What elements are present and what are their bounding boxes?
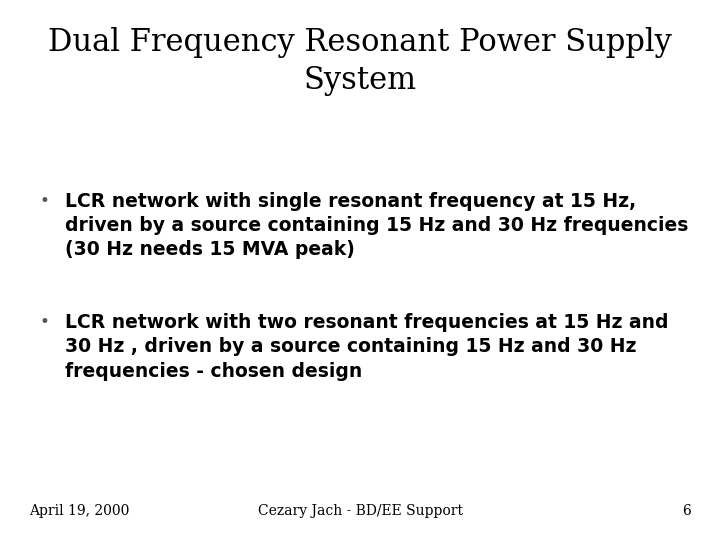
- Text: •: •: [40, 192, 50, 210]
- Text: LCR network with single resonant frequency at 15 Hz,
driven by a source containi: LCR network with single resonant frequen…: [65, 192, 688, 259]
- Text: •: •: [40, 313, 50, 331]
- Text: 6: 6: [683, 504, 691, 518]
- Text: LCR network with two resonant frequencies at 15 Hz and
30 Hz , driven by a sourc: LCR network with two resonant frequencie…: [65, 313, 668, 381]
- Text: Cezary Jach - BD/EE Support: Cezary Jach - BD/EE Support: [258, 504, 462, 518]
- Text: April 19, 2000: April 19, 2000: [29, 504, 129, 518]
- Text: Dual Frequency Resonant Power Supply
System: Dual Frequency Resonant Power Supply Sys…: [48, 27, 672, 96]
